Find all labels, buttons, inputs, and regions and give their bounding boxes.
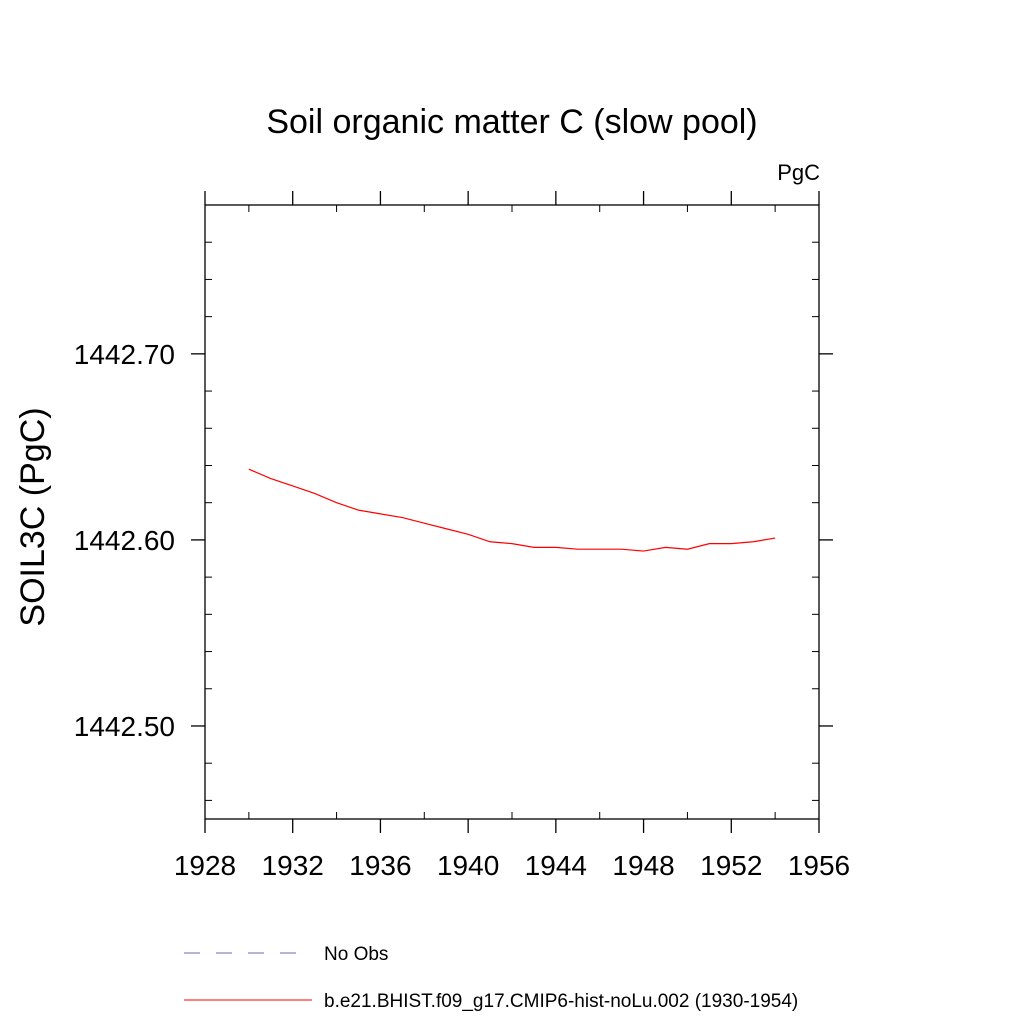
- plot-frame: [204, 204, 820, 820]
- y-axis-label: SOIL3C (PgC): [14, 407, 52, 626]
- legend: No Obs b.e21.BHIST.f09_g17.CMIP6-hist-noL…: [184, 944, 798, 1012]
- x-tick-label: 1932: [262, 850, 324, 881]
- y-tick-label: 1442.60: [74, 525, 175, 556]
- legend-entry-label: No Obs: [324, 944, 388, 965]
- axis-ticks: [191, 191, 833, 833]
- tick-labels: 1928 1932 1936 1940 1944 1948 1952 1956 1442.50 1…: [74, 339, 850, 881]
- x-tick-label: 1952: [700, 850, 762, 881]
- legend-entry-label: b.e21.BHIST.f09_g17.CMIP6-hist-noLu.002 …: [324, 991, 798, 1012]
- y-tick-label: 1442.70: [74, 339, 175, 370]
- chart-title: Soil organic matter C (slow pool): [266, 103, 757, 141]
- x-tick-label: 1940: [437, 850, 499, 881]
- x-tick-label: 1936: [349, 850, 411, 881]
- x-tick-label: 1948: [612, 850, 674, 881]
- y-tick-label: 1442.50: [74, 711, 175, 742]
- series-lines: [248, 468, 776, 552]
- x-tick-label: 1928: [174, 850, 236, 881]
- units-label: PgC: [777, 160, 820, 185]
- series-line: [248, 468, 776, 552]
- x-tick-label: 1956: [788, 850, 850, 881]
- x-tick-label: 1944: [525, 850, 587, 881]
